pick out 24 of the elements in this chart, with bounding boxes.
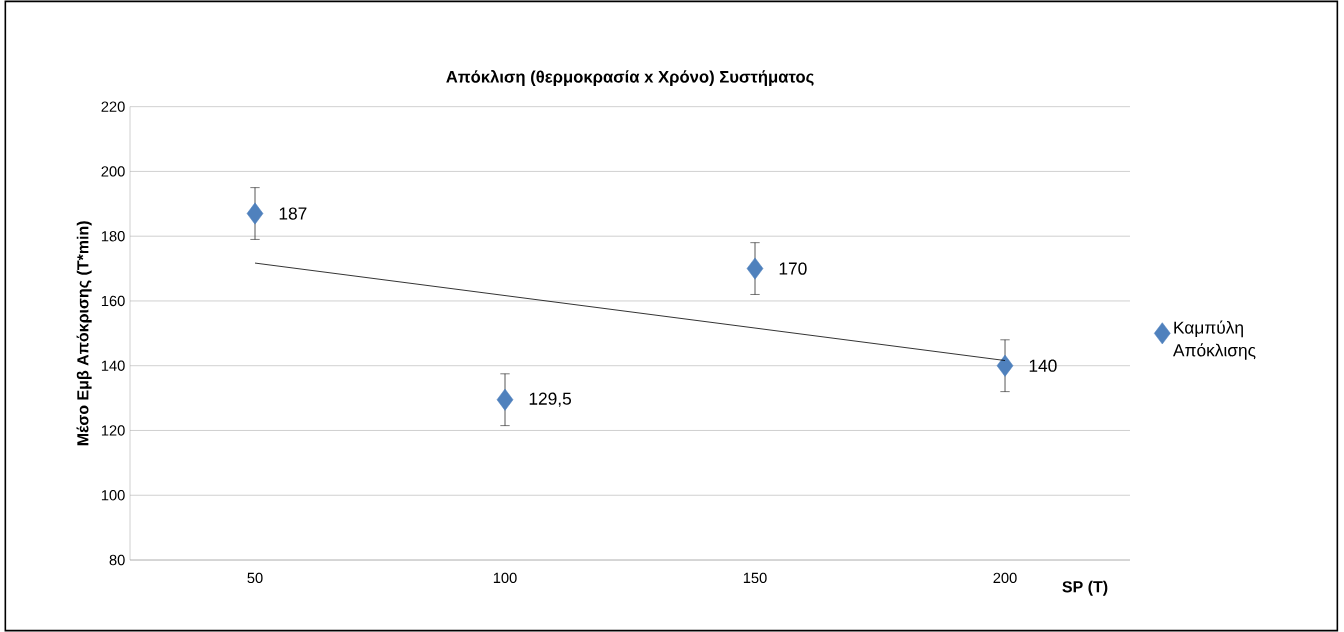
y-axis-title: Μέσο Εμβ Απόκρισης (T*min) (76, 221, 92, 446)
data-label: 140 (1029, 359, 1057, 372)
y-tick-label: 160 (101, 295, 125, 307)
point (746, 257, 764, 280)
x-tick-label: 150 (743, 572, 767, 584)
point (496, 388, 514, 411)
data-label: 187 (279, 207, 307, 220)
x-tick-label: 100 (493, 572, 517, 584)
y-tick-label: 100 (101, 490, 125, 501)
chart-title: Απόκλιση (θερμοκρασία x Χρόνο) Συστήματος (446, 69, 814, 86)
data-label: 129,5 (529, 392, 572, 407)
legend-label: Καμπύλη Απόκλισης (1173, 320, 1256, 360)
x-axis-title: SP (T) (1062, 580, 1108, 596)
data-label: 170 (779, 262, 807, 275)
x-tick-label: 200 (993, 572, 1017, 584)
y-tick-label: 140 (101, 360, 125, 371)
y-tick-label: 120 (101, 425, 125, 436)
point (996, 354, 1014, 377)
y-tick-label: 80 (109, 554, 125, 566)
y-tick-label: 200 (101, 166, 125, 177)
x-tick-label: 50 (247, 572, 263, 584)
y-tick-label: 220 (101, 101, 125, 112)
y-tick-label: 180 (101, 231, 125, 242)
point (246, 202, 264, 225)
